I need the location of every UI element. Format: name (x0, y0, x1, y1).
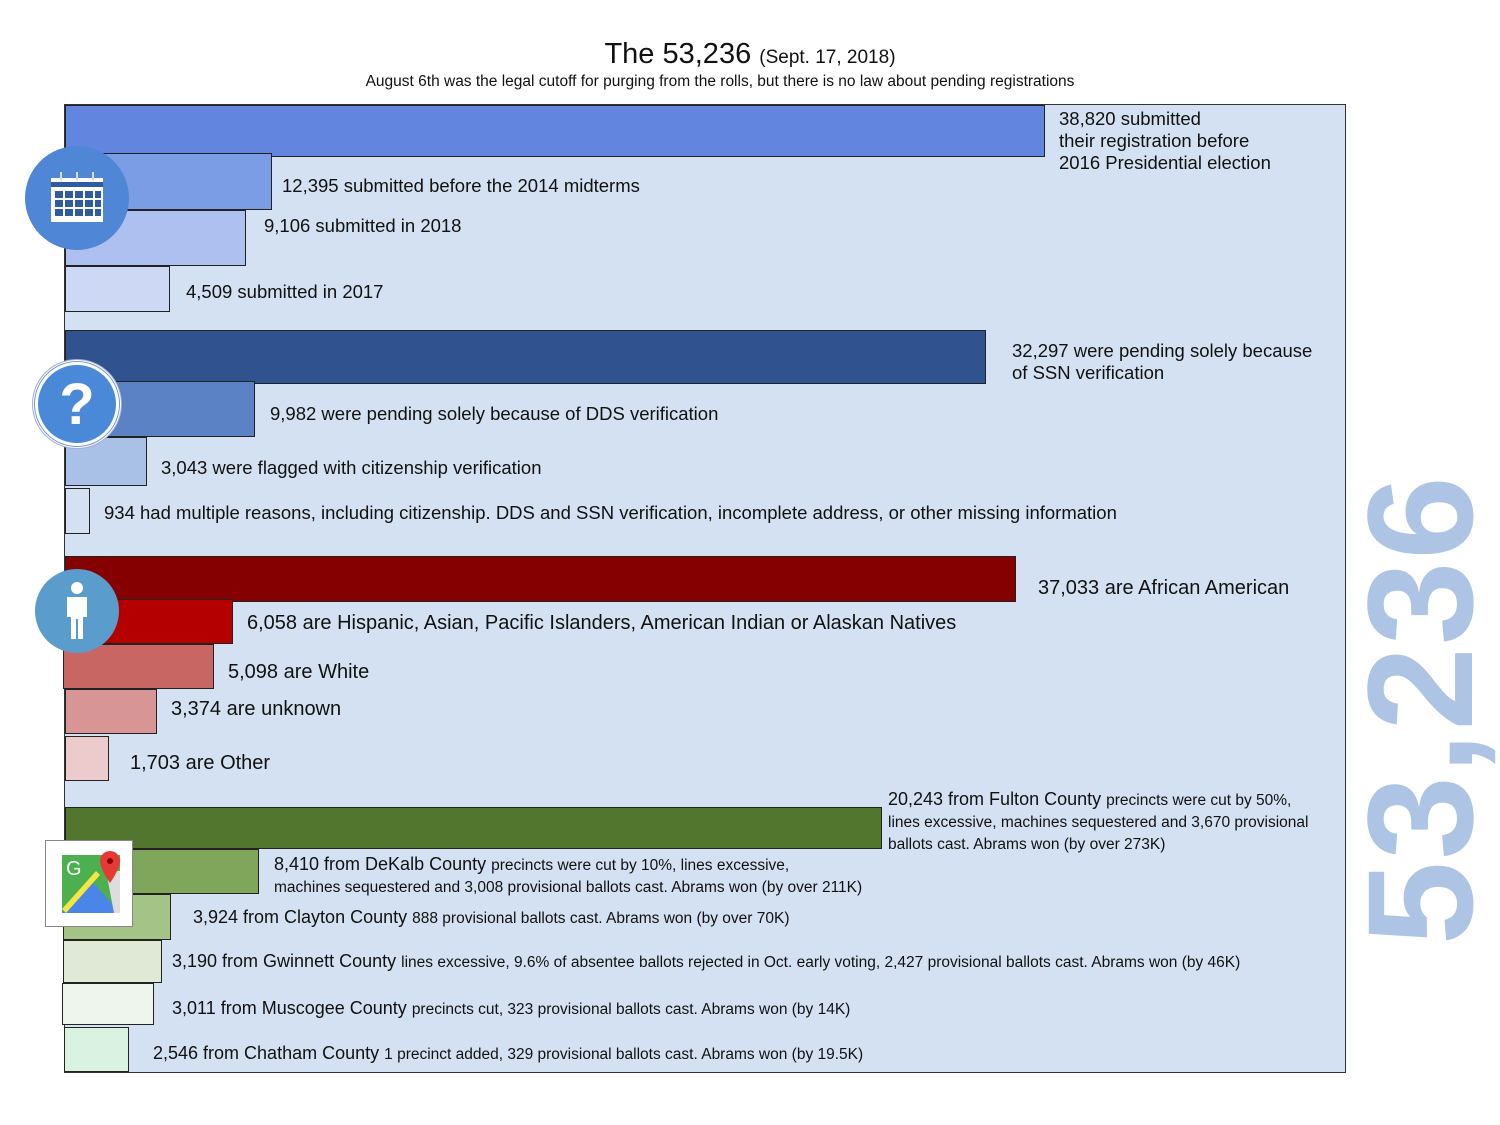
bar-label: 9,106 submitted in 2018 (264, 215, 462, 236)
county-note: precincts were cut by 50%, (1106, 792, 1292, 809)
person-icon (35, 569, 119, 653)
county-note: lines excessive, 9.6% of absentee ballot… (401, 954, 1241, 971)
county-note: 1 precinct added, 329 provisional ballot… (384, 1046, 864, 1063)
chart-title: The 53,236 (Sept. 17, 2018) (0, 38, 1500, 71)
title-date: (Sept. 17, 2018) (759, 47, 896, 68)
county-note: machines sequestered and 3,008 provision… (274, 879, 863, 896)
bar-label: 20,243 from Fulton County precincts were… (888, 789, 1308, 855)
bar-label: 37,033 are African American (1038, 577, 1290, 599)
bar-race-2 (63, 644, 214, 689)
bar-county-5 (64, 1027, 129, 1072)
bar-race-0 (65, 556, 1016, 602)
label-line: 32,297 were pending solely because (1012, 340, 1313, 361)
county-name: 2,546 from Chatham County (153, 1043, 380, 1063)
county-note: precincts cut, 323 provisional ballots c… (411, 1001, 851, 1018)
calendar-icon (25, 146, 129, 250)
title-main: The 53,236 (604, 38, 752, 70)
bar-county-3 (63, 940, 162, 983)
map-icon: G (45, 840, 133, 927)
bar-label: 5,098 are White (228, 661, 370, 683)
label-line: of SSN verification (1012, 362, 1165, 383)
bar-label: 3,043 were flagged with citizenship veri… (161, 457, 542, 478)
county-note: precincts were cut by 10%, lines excessi… (491, 857, 790, 874)
bar-race-4 (65, 736, 109, 781)
bar-county-0 (65, 807, 882, 849)
svg-text:G: G (66, 858, 82, 880)
chart-subtitle: August 6th was the legal cutoff for purg… (365, 73, 1075, 90)
label-line: their registration before (1059, 130, 1250, 151)
label-line: 38,820 submitted (1059, 108, 1201, 129)
county-note: lines excessive, machines sequestered an… (888, 814, 1309, 831)
county-name: 20,243 from Fulton County (888, 789, 1102, 809)
bar-label: 1,703 are Other (130, 752, 271, 774)
county-name: 3,011 from Muscogee County (172, 998, 407, 1018)
bar-county-4 (62, 983, 154, 1025)
bar-label: 9,982 were pending solely because of DDS… (270, 403, 719, 424)
bar-label: 3,011 from Muscogee County precincts cut… (172, 998, 850, 1020)
county-name: 3,190 from Gwinnett County (172, 951, 397, 971)
bar-label: 3,924 from Clayton County 888 provisiona… (193, 907, 790, 929)
bar-submission-date-3 (65, 266, 170, 312)
bar-label: 4,509 submitted in 2017 (186, 281, 384, 302)
bar-label: 2,546 from Chatham County 1 precinct add… (153, 1043, 863, 1065)
bar-pending-reason-0 (65, 330, 986, 384)
county-name: 3,924 from Clayton County (193, 907, 408, 927)
bar-race-3 (65, 689, 157, 734)
bar-label: 8,410 from DeKalb County precincts were … (274, 854, 862, 898)
question-icon: ? (32, 359, 122, 449)
bar-label: 6,058 are Hispanic, Asian, Pacific Islan… (247, 612, 957, 634)
big-total: 53,236 (1336, 474, 1500, 945)
bar-label: 3,190 from Gwinnett County lines excessi… (172, 951, 1240, 973)
bar-pending-reason-3 (65, 488, 90, 534)
label-line: 2016 Presidential election (1059, 152, 1271, 173)
bar-label: 32,297 were pending solely because of SS… (1012, 340, 1312, 384)
bar-label: 38,820 submitted their registration befo… (1059, 108, 1271, 174)
bar-label: 934 had multiple reasons, including citi… (104, 502, 1117, 523)
bar-label: 12,395 submitted before the 2014 midterm… (282, 175, 640, 196)
bar-submission-date-0 (65, 105, 1045, 157)
county-note: ballots cast. Abrams won (by over 273K) (888, 836, 1166, 853)
county-name: 8,410 from DeKalb County (274, 854, 487, 874)
county-note: 888 provisional ballots cast. Abrams won… (412, 910, 790, 927)
bar-label: 3,374 are unknown (171, 698, 342, 720)
